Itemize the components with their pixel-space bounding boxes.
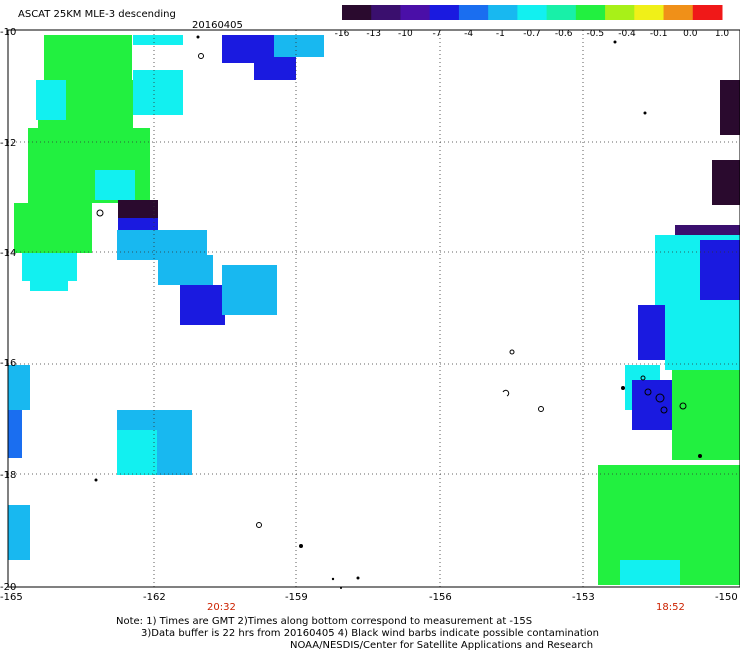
colorbar-swatch [517, 5, 548, 20]
data-swaths [8, 35, 740, 585]
map-title: ASCAT 25KM MLE-3 descending [18, 9, 176, 20]
note-line-1: Note: 1) Times are GMT 2)Times along bot… [116, 616, 532, 627]
colorbar-label: -0.7 [523, 29, 541, 39]
lat-label: -12 [0, 138, 16, 149]
colorbar-swatch [575, 5, 606, 20]
colorbar-label: -0.5 [587, 29, 605, 39]
colorbar-label: -0.4 [618, 29, 636, 39]
map-date: 20160405 [192, 20, 243, 31]
lon-label: -162 [143, 592, 166, 603]
colorbar-swatch [692, 5, 723, 20]
lon-label: -159 [285, 592, 308, 603]
colorbar: -16 -13 -10 -7 -4 -1 -0.7 -0.6 -0.5 -0.4 -0.1 0.0 1.… [335, 5, 730, 39]
colorbar-swatch [342, 5, 372, 20]
lat-label: -16 [0, 358, 16, 369]
colorbar-swatch [605, 5, 635, 20]
colorbar-label: -13 [366, 29, 381, 39]
island-dots [94, 35, 702, 589]
colorbar-swatch [634, 5, 665, 20]
pass-time-right: 18:52 [656, 602, 685, 613]
pass-time-left: 20:32 [207, 602, 236, 613]
colorbar-label: 0.0 [683, 29, 698, 39]
colorbar-label: -16 [335, 29, 350, 39]
lat-label: -20 [0, 582, 16, 593]
lon-label: -153 [572, 592, 595, 603]
lat-labels: -10 -12 -14 -16 -18 -20 [0, 27, 16, 593]
lon-label: -165 [0, 592, 23, 603]
lat-label: -10 [0, 27, 16, 38]
grid-lines [8, 30, 740, 587]
lat-label: -18 [0, 470, 16, 481]
colorbar-swatch [546, 5, 577, 20]
island-outlines [96, 53, 687, 528]
lon-labels: -165 -162 -159 -156 -153 -150 [0, 592, 738, 603]
note-line-2: 3)Data buffer is 22 hrs from 20160405 4)… [141, 628, 599, 639]
colorbar-swatch [488, 5, 518, 20]
colorbar-swatch [458, 5, 489, 20]
colorbar-label: -10 [398, 29, 413, 39]
colorbar-swatch [663, 5, 694, 20]
colorbar-swatch [429, 5, 460, 20]
note-line-3: NOAA/NESDIS/Center for Satellite Applica… [290, 640, 593, 650]
colorbar-label: -7 [433, 29, 442, 39]
lat-label: -14 [0, 248, 16, 259]
colorbar-label: 1.0 [715, 29, 730, 39]
colorbar-label: -1 [496, 29, 505, 39]
lon-label: -150 [715, 592, 738, 603]
colorbar-label: -4 [464, 29, 473, 39]
colorbar-label: -0.6 [555, 29, 573, 39]
colorbar-label: -0.1 [650, 29, 668, 39]
colorbar-swatch [400, 5, 431, 20]
lon-label: -156 [429, 592, 452, 603]
colorbar-swatch [371, 5, 401, 20]
map-frame [7, 29, 740, 588]
